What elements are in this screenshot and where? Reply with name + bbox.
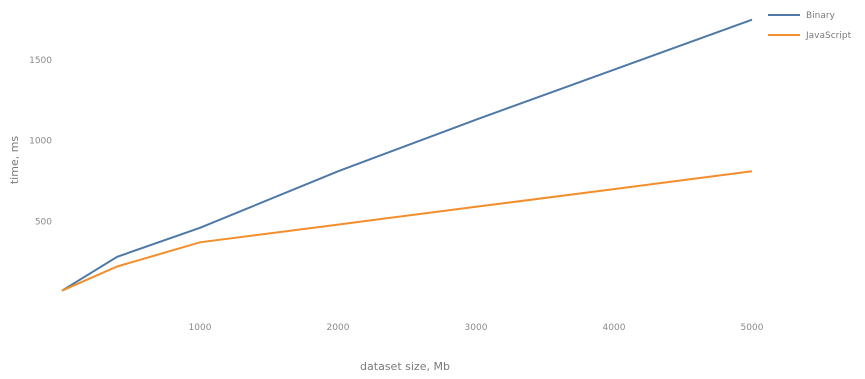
x-tick-label: 5000 [741, 323, 764, 333]
x-axis-title: dataset size, Mb [360, 360, 450, 373]
legend-label-javascript: JavaScript [805, 31, 852, 41]
series-line-javascript [61, 170, 753, 292]
y-tick-label: 1500 [29, 56, 52, 66]
y-axis-ticks: 500 1000 1500 [29, 56, 52, 227]
x-tick-label: 2000 [327, 323, 350, 333]
x-tick-label: 3000 [465, 323, 488, 333]
legend-label-binary: Binary [806, 11, 836, 21]
series-layer [61, 18, 753, 292]
y-tick-label: 1000 [29, 137, 52, 147]
x-tick-label: 1000 [189, 323, 212, 333]
legend: Binary JavaScript [768, 11, 852, 41]
series-line-binary [61, 18, 753, 292]
y-tick-label: 500 [35, 217, 52, 227]
x-tick-label: 4000 [603, 323, 626, 333]
x-axis-ticks: 1000 2000 3000 4000 5000 [189, 323, 764, 333]
y-axis-title: time, ms [8, 136, 21, 185]
